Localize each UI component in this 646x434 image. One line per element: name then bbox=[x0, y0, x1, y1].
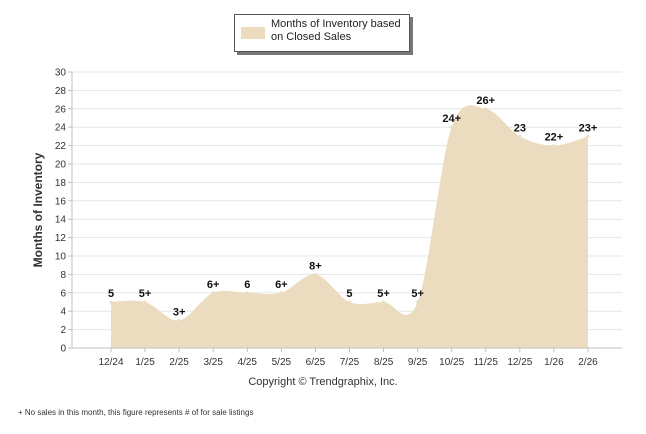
data-label: 24+ bbox=[442, 113, 461, 125]
data-label: 5+ bbox=[411, 288, 424, 300]
x-tick-label: 1/25 bbox=[135, 357, 155, 368]
copyright-text: Copyright © Trendgraphix, Inc. bbox=[248, 376, 398, 388]
y-tick-label: 6 bbox=[60, 288, 66, 299]
data-label: 23+ bbox=[579, 122, 598, 134]
x-tick-label: 11/25 bbox=[474, 357, 499, 368]
data-point bbox=[484, 107, 488, 111]
area-layer bbox=[109, 105, 590, 348]
data-label: 5+ bbox=[377, 288, 390, 300]
y-tick-label: 26 bbox=[55, 104, 67, 115]
y-tick-label: 28 bbox=[55, 86, 67, 97]
x-tick-label: 3/25 bbox=[203, 357, 223, 368]
data-label: 26+ bbox=[476, 95, 495, 107]
data-label: 6+ bbox=[275, 279, 288, 291]
x-tick-label: 8/25 bbox=[374, 357, 394, 368]
y-tick-label: 24 bbox=[55, 123, 67, 134]
x-tick-label: 12/24 bbox=[98, 357, 123, 368]
x-tick-label: 12/25 bbox=[507, 357, 532, 368]
legend-label: Months of Inventory based on Closed Sale… bbox=[271, 18, 401, 43]
footnote-text: + No sales in this month, this figure re… bbox=[18, 408, 254, 417]
x-tick-label: 6/25 bbox=[306, 357, 326, 368]
data-point bbox=[347, 300, 351, 304]
y-tick-label: 2 bbox=[60, 325, 66, 336]
y-tick-label: 30 bbox=[55, 68, 67, 79]
y-axis-title: Months of Inventory bbox=[31, 152, 45, 267]
x-tick-label: 5/25 bbox=[272, 357, 292, 368]
y-tick-label: 12 bbox=[55, 233, 67, 244]
y-tick-label: 18 bbox=[55, 178, 67, 189]
data-point bbox=[586, 134, 590, 138]
series-area bbox=[111, 105, 588, 348]
legend: Months of Inventory based on Closed Sale… bbox=[234, 14, 410, 52]
data-label: 22+ bbox=[545, 132, 564, 144]
data-label: 8+ bbox=[309, 260, 322, 272]
y-tick-label: 16 bbox=[55, 196, 67, 207]
x-tick-label: 4/25 bbox=[238, 357, 258, 368]
x-tick-label: 10/25 bbox=[439, 357, 464, 368]
data-point bbox=[177, 318, 181, 322]
x-tick-label: 9/25 bbox=[408, 357, 428, 368]
data-point bbox=[416, 300, 420, 304]
y-tick-label: 10 bbox=[55, 252, 67, 263]
y-tick-label: 4 bbox=[60, 307, 66, 318]
data-label: 3+ bbox=[173, 306, 186, 318]
data-label: 5 bbox=[346, 288, 352, 300]
data-label: 5 bbox=[108, 288, 114, 300]
legend-swatch bbox=[241, 27, 265, 39]
x-tick-label: 2/25 bbox=[169, 357, 189, 368]
y-tick-label: 20 bbox=[55, 160, 67, 171]
data-point bbox=[382, 300, 386, 304]
y-tick-label: 14 bbox=[55, 215, 67, 226]
x-tick-label: 2/26 bbox=[578, 357, 598, 368]
data-point bbox=[313, 272, 317, 276]
data-point bbox=[245, 291, 249, 295]
x-tick-label: 1/26 bbox=[544, 357, 564, 368]
data-point bbox=[109, 300, 113, 304]
data-label: 6+ bbox=[207, 279, 220, 291]
data-label-layer: 5 5+ 3+ 6+ 6 6+ 8+ 5 5+ 5+ 24+ 26+ 23 22+ 23+ bbox=[108, 95, 597, 319]
y-tick-label: 22 bbox=[55, 141, 67, 152]
data-point bbox=[518, 134, 522, 138]
data-point bbox=[279, 291, 283, 295]
data-point bbox=[552, 144, 556, 148]
y-tick-label: 8 bbox=[60, 270, 66, 281]
data-point bbox=[211, 291, 215, 295]
x-tick-label: 7/25 bbox=[340, 357, 360, 368]
data-point bbox=[450, 125, 454, 129]
data-label: 5+ bbox=[139, 288, 152, 300]
y-tick-label: 0 bbox=[60, 344, 66, 355]
data-point bbox=[143, 300, 147, 304]
data-label: 6 bbox=[244, 279, 250, 291]
data-label: 23 bbox=[514, 122, 526, 134]
grid-layer bbox=[72, 71, 622, 349]
